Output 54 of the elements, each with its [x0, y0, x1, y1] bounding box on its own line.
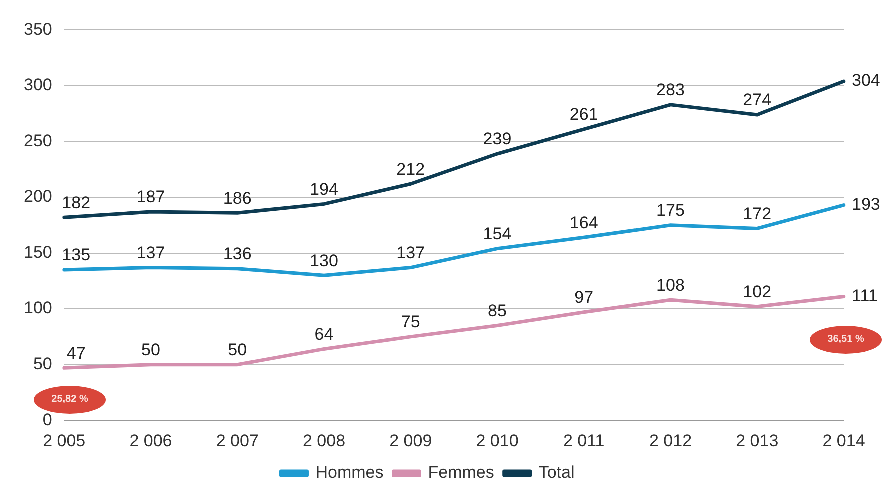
- data-label: 194: [310, 180, 338, 199]
- data-label: 135: [62, 246, 91, 265]
- legend-label: Femmes: [428, 463, 494, 482]
- annotation: 36,51 %: [826, 334, 866, 345]
- x-tick-label: 2 008: [302, 431, 346, 450]
- data-label: 108: [656, 276, 685, 295]
- data-label: 102: [743, 282, 772, 302]
- x-tick-label: 2 007: [216, 431, 259, 450]
- data-label: 75: [401, 312, 420, 332]
- legend-label: Total: [538, 463, 575, 482]
- x-tick-label: 2 009: [390, 431, 432, 450]
- y-tick-label: 50: [33, 354, 52, 374]
- data-label: 172: [743, 204, 772, 224]
- data-label: 182: [62, 193, 91, 212]
- data-label: 164: [570, 213, 598, 232]
- data-label: 85: [488, 301, 507, 320]
- data-label: 64: [314, 324, 334, 344]
- x-tick-label: 2 011: [563, 431, 605, 450]
- y-tick-label: 200: [24, 187, 52, 206]
- data-label: 304: [852, 71, 880, 90]
- y-tick-label: 150: [24, 242, 52, 262]
- data-label: 111: [852, 286, 878, 306]
- data-label: 274: [743, 90, 772, 110]
- data-label: 130: [310, 251, 338, 270]
- x-tick-label: 2 006: [130, 431, 172, 450]
- legend-label: Hommes: [316, 463, 384, 482]
- x-tick-label: 2 010: [476, 431, 519, 450]
- x-tick-label: 2 005: [43, 431, 86, 450]
- oval-badge: 36,51 %: [810, 326, 882, 354]
- y-tick-label: 100: [24, 298, 52, 318]
- x-tick-label: 2 012: [649, 431, 692, 450]
- data-label: 154: [483, 224, 512, 244]
- data-label: 187: [136, 188, 166, 207]
- data-label: 50: [142, 340, 160, 360]
- data-label: 239: [483, 130, 512, 149]
- x-tick-label: 2 014: [822, 431, 866, 450]
- y-tick-label: 250: [24, 131, 52, 150]
- data-label: 136: [223, 244, 252, 264]
- x-tick-label: 2 013: [736, 431, 779, 450]
- data-label: 50: [228, 340, 248, 360]
- data-label: 137: [396, 243, 426, 262]
- y-tick-label: 350: [24, 20, 52, 39]
- oval-badge: 25,82 %: [34, 386, 106, 414]
- data-label: 212: [396, 160, 426, 179]
- data-label: 137: [136, 243, 166, 262]
- y-tick-label: 300: [24, 76, 52, 95]
- data-label: 175: [656, 201, 685, 220]
- annotation: 25,82 %: [50, 394, 90, 405]
- data-label: 97: [574, 288, 594, 308]
- data-label: 47: [66, 344, 86, 363]
- data-label: 193: [852, 195, 880, 214]
- data-label: 186: [223, 188, 252, 208]
- data-label: 283: [656, 80, 685, 100]
- data-label: 261: [570, 105, 598, 124]
